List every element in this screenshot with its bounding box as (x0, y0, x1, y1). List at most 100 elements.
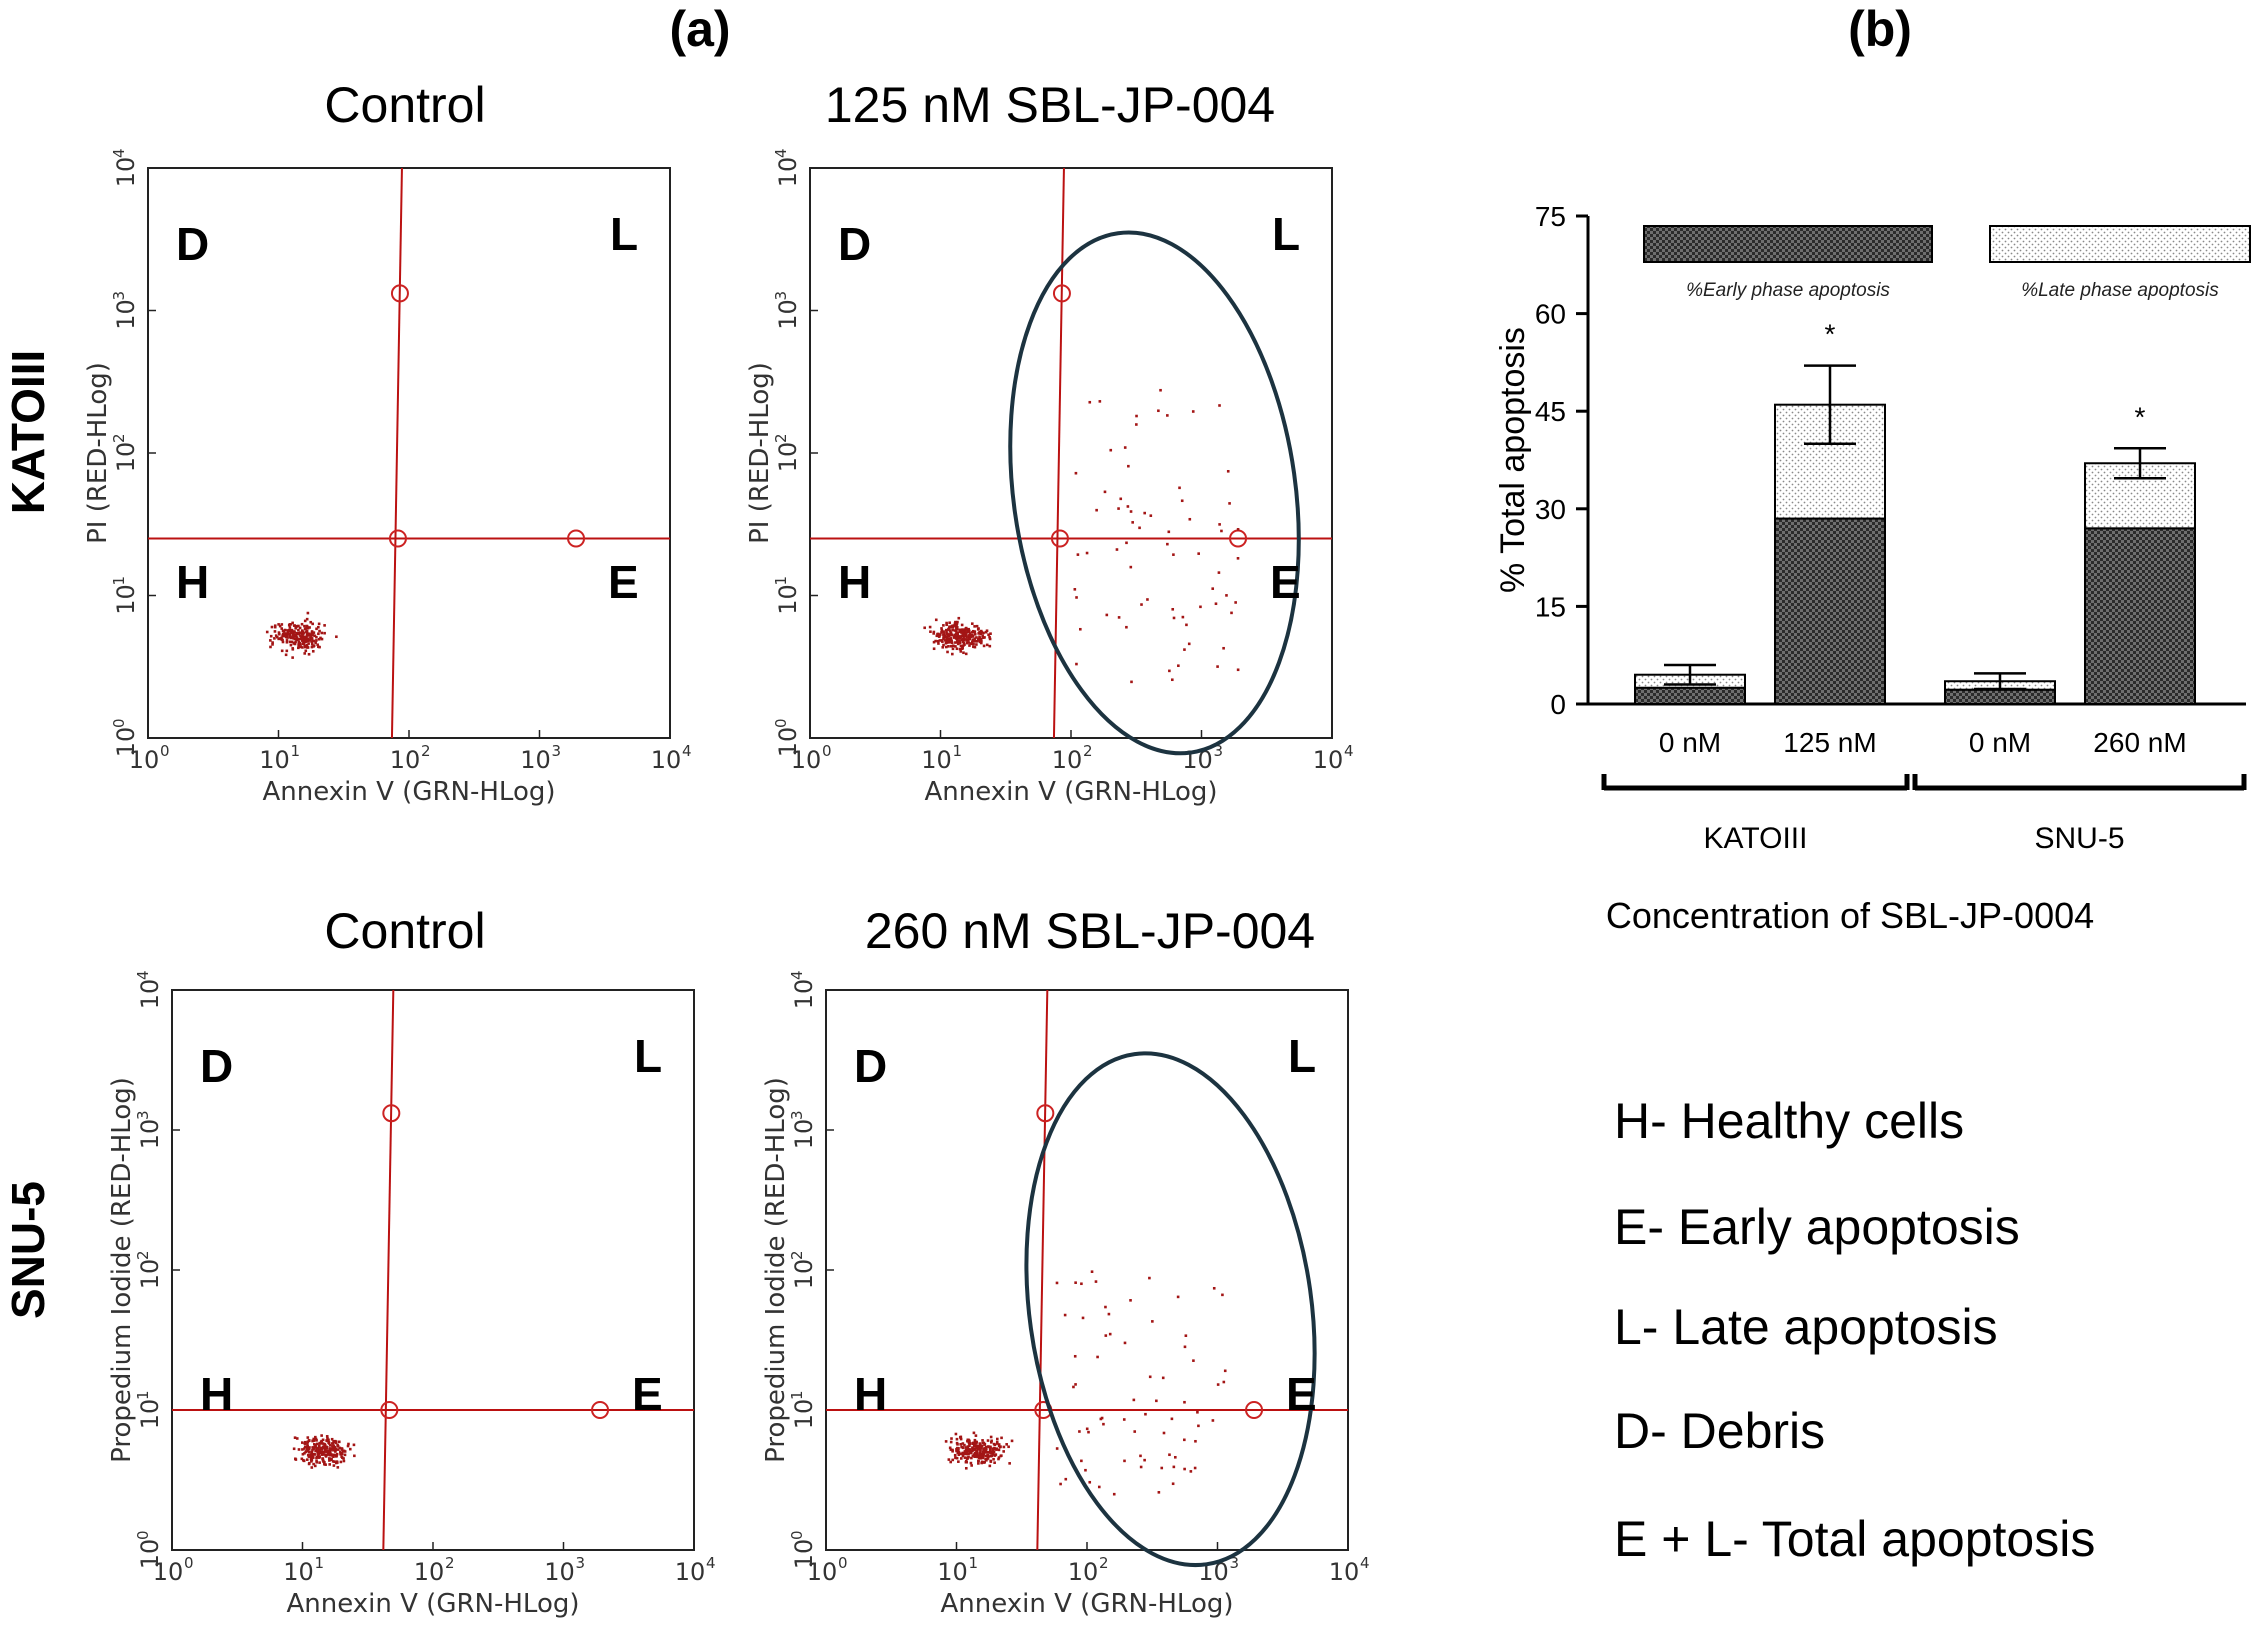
event-dot (1166, 542, 1169, 546)
event-dot (986, 1439, 990, 1442)
event-dot (306, 611, 310, 615)
x-tick-exp: 3 (1214, 742, 1224, 760)
event-dot (330, 1437, 334, 1441)
x-tick-label: 10 (129, 746, 160, 774)
event-dot (977, 1459, 980, 1463)
event-dot (304, 640, 307, 644)
event-dot (987, 1445, 990, 1448)
event-dot (984, 1448, 988, 1452)
event-dot (283, 634, 287, 638)
gate-handle (567, 529, 586, 548)
event-dot (321, 1457, 325, 1460)
event-dot (967, 635, 971, 639)
event-dot (315, 1439, 318, 1442)
y-tick-label: 75 (1535, 201, 1566, 232)
event-dot (1188, 517, 1192, 521)
event-dot (979, 1446, 983, 1450)
event-dot (294, 640, 297, 644)
y-tick-label: 10 (790, 1539, 818, 1570)
event-dot (951, 1448, 954, 1452)
event-dot (336, 1445, 340, 1448)
event-dot (1064, 1477, 1068, 1481)
event-dot (1146, 598, 1149, 601)
event-dot (997, 1444, 1001, 1448)
event-dot (1192, 1359, 1195, 1362)
event-dot (960, 634, 964, 637)
event-dot (328, 1463, 332, 1466)
event-dot (305, 634, 309, 637)
event-dot (306, 1436, 310, 1439)
event-dot (306, 1444, 309, 1448)
event-dot (339, 1460, 343, 1464)
event-dot (298, 641, 302, 645)
y-axis-label: PI (RED-HLog) (83, 362, 113, 544)
event-dot (315, 639, 318, 642)
event-dot (327, 1457, 331, 1460)
event-dot (1226, 469, 1230, 473)
event-dot (1123, 1341, 1127, 1345)
event-dot (314, 1437, 318, 1441)
event-dot (968, 1448, 972, 1451)
plot-frame (825, 989, 1349, 1551)
event-dot (963, 1450, 967, 1454)
event-dot (1159, 388, 1162, 392)
event-dot (289, 643, 293, 647)
event-dot (1144, 1412, 1147, 1416)
event-dot (307, 642, 310, 645)
event-dot (265, 630, 269, 634)
event-dot (305, 624, 309, 628)
event-dot (966, 1456, 970, 1459)
y-tick-label: 0 (1550, 689, 1566, 720)
event-dot (334, 1441, 338, 1445)
event-dot (306, 639, 310, 643)
event-dot (293, 1436, 297, 1439)
event-dot (297, 624, 300, 628)
event-dot (1183, 1400, 1186, 1404)
event-dot (977, 1454, 981, 1458)
event-dot (964, 1459, 968, 1463)
event-dot (1183, 1438, 1186, 1442)
quadrant-label-early: E (1286, 1368, 1317, 1420)
event-dot (1095, 508, 1098, 512)
event-dot (932, 640, 936, 644)
event-dot (1129, 565, 1133, 569)
event-dot (317, 1456, 321, 1459)
event-dot (955, 636, 958, 640)
event-dot (982, 1441, 986, 1445)
event-dot (996, 1437, 999, 1441)
x-axis-label: Concentration of SBL-JP-0004 (1606, 895, 2094, 936)
event-dot (1176, 1295, 1180, 1299)
event-dot (972, 642, 975, 646)
event-dot (285, 639, 289, 642)
event-dot (320, 1450, 324, 1453)
event-dot (956, 1446, 959, 1450)
event-dot (314, 1435, 317, 1439)
event-dot (956, 642, 960, 646)
event-dot (312, 639, 316, 643)
event-dot (950, 1437, 953, 1440)
event-dot (973, 1442, 977, 1446)
event-dot (964, 1466, 968, 1470)
event-dot (981, 1456, 985, 1460)
event-dot (338, 1446, 342, 1450)
event-dot (1088, 400, 1092, 404)
event-dot (1098, 400, 1102, 403)
event-dot (959, 644, 963, 648)
event-dot (307, 633, 311, 636)
event-dot (991, 1447, 995, 1450)
event-dot (273, 625, 277, 629)
event-dot (943, 632, 946, 636)
event-dot (292, 624, 296, 627)
event-dot (319, 1451, 323, 1455)
y-tick-label: 10 (774, 727, 802, 758)
event-dot (341, 1456, 344, 1460)
event-dot (955, 626, 958, 629)
event-dot (951, 647, 955, 651)
event-dot (278, 637, 282, 640)
event-dot (1155, 1399, 1158, 1403)
event-dot (271, 643, 274, 646)
key-item: E- Early apoptosis (1614, 1199, 2020, 1255)
event-dot (293, 637, 297, 641)
event-dot (1143, 511, 1146, 515)
event-dot (951, 652, 954, 656)
